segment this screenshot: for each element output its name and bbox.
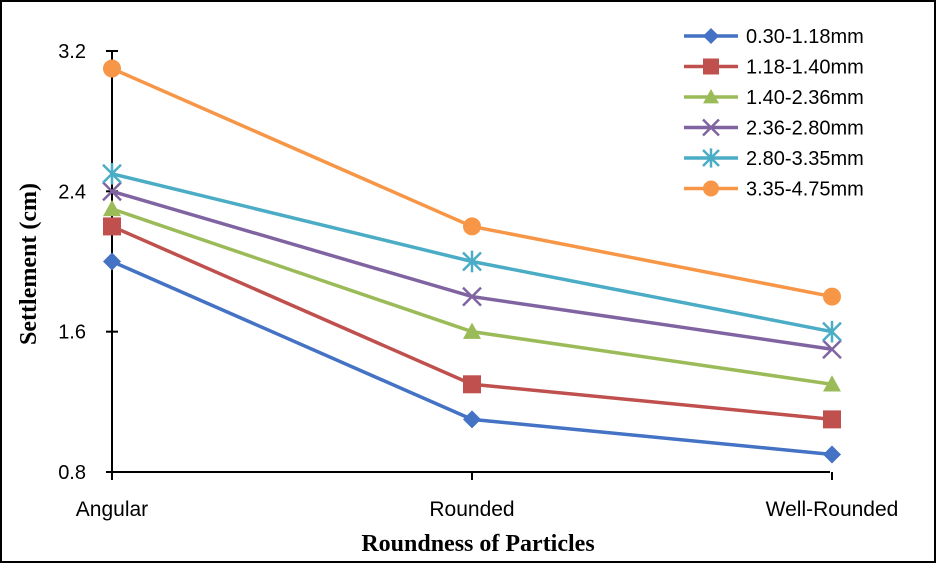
- series-1.18-1.40mm: [103, 217, 841, 429]
- x-axis-title: Roundness of Particles: [361, 531, 594, 557]
- x-ticks: Angular Rounded Well-Rounded: [76, 472, 899, 521]
- series-2.80-3.35mm: [102, 162, 842, 343]
- legend-entry: 0.30-1.18mm: [684, 26, 864, 48]
- data-point: [823, 445, 841, 464]
- legend-label: 0.30-1.18mm: [746, 26, 864, 48]
- legend-marker: [703, 28, 719, 44]
- series-1.40-2.36mm: [103, 199, 841, 392]
- data-point: [463, 217, 481, 236]
- data-point: [103, 217, 121, 236]
- legend-entry: 2.36-2.80mm: [684, 118, 864, 140]
- legend-label: 1.40-2.36mm: [746, 87, 864, 109]
- legend-marker: [703, 89, 719, 104]
- data-point: [462, 286, 482, 307]
- legend: 0.30-1.18mm 1.18-1.40mm 1.40-2.36mm 2.36-2.…: [684, 26, 864, 201]
- data-point: [822, 320, 842, 343]
- x-tick-label: Rounded: [429, 498, 514, 521]
- series-2.36-2.80mm: [102, 181, 842, 360]
- data-point: [823, 287, 841, 306]
- legend-marker: [703, 180, 719, 197]
- legend-label: 3.35-4.75mm: [746, 179, 864, 201]
- y-tick-label: 1.6: [58, 322, 86, 344]
- y-axis-title: Settlement (cm): [16, 183, 42, 345]
- legend-marker: [703, 58, 719, 75]
- x-tick-label: Angular: [76, 498, 148, 521]
- legend-label: 2.36-2.80mm: [746, 118, 864, 140]
- data-point: [463, 322, 481, 339]
- y-tick-label: 0.8: [58, 462, 86, 484]
- series-3.35-4.75mm: [103, 59, 841, 306]
- y-tick-label: 3.2: [58, 41, 86, 63]
- data-point: [462, 250, 482, 273]
- legend-label: 1.18-1.40mm: [746, 57, 864, 79]
- y-tick-label: 2.4: [58, 181, 86, 203]
- legend-entry: 1.40-2.36mm: [684, 87, 864, 109]
- legend-marker: [702, 118, 720, 137]
- data-point: [103, 199, 121, 217]
- data-point: [103, 252, 121, 271]
- legend-label: 2.80-3.35mm: [746, 148, 864, 170]
- data-point: [102, 181, 122, 202]
- data-point: [102, 162, 122, 185]
- legend-entry: 2.80-3.35mm: [684, 148, 864, 170]
- legend-entry: 1.18-1.40mm: [684, 57, 864, 79]
- data-point: [822, 339, 842, 360]
- x-tick-label: Well-Rounded: [766, 498, 899, 521]
- data-point: [103, 59, 121, 78]
- data-point: [463, 375, 481, 394]
- legend-entry: 3.35-4.75mm: [684, 179, 864, 201]
- data-point: [823, 375, 841, 392]
- series-layer: [102, 59, 842, 464]
- data-point: [463, 410, 481, 429]
- y-ticks: 0.8 1.6 2.4 3.2: [58, 41, 118, 484]
- legend-marker: [702, 148, 720, 168]
- series-0.30-1.18mm: [103, 252, 841, 464]
- data-point: [823, 410, 841, 429]
